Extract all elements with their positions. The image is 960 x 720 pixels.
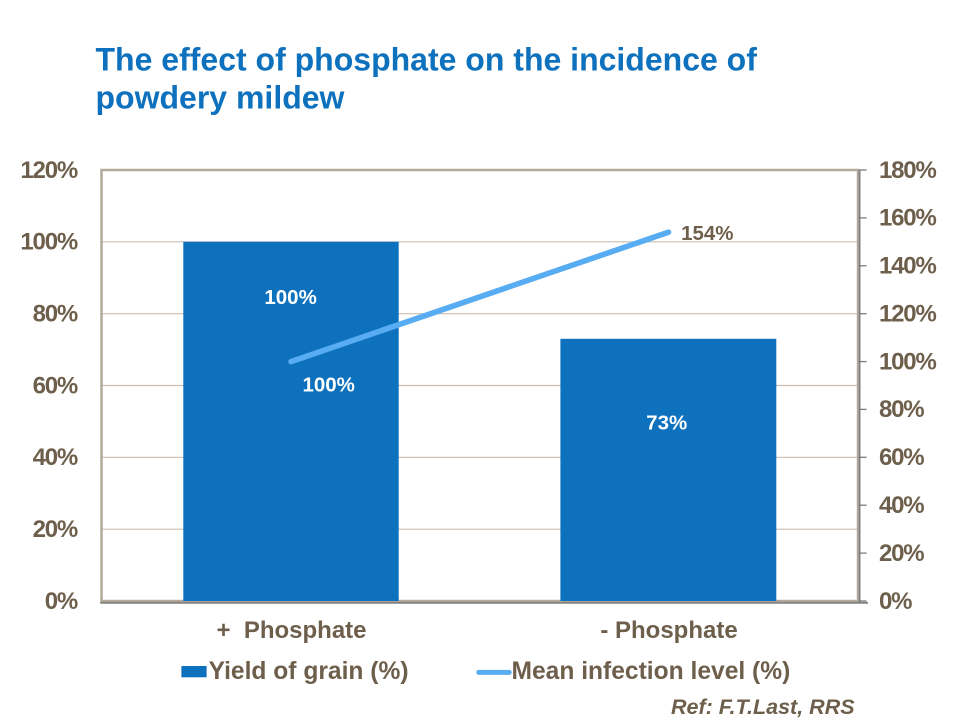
svg-text:180%: 180% — [879, 157, 936, 184]
svg-text:80%: 80% — [33, 301, 78, 328]
svg-text:73%: 73% — [646, 412, 687, 435]
svg-text:Yield of grain (%): Yield of grain (%) — [209, 658, 409, 685]
svg-text:80%: 80% — [879, 396, 924, 423]
svg-text:Mean infection level (%): Mean infection level (%) — [512, 658, 791, 685]
svg-text:20%: 20% — [879, 540, 924, 567]
svg-text:40%: 40% — [879, 492, 924, 519]
svg-text:Ref: F.T.Last, RRS: Ref: F.T.Last, RRS — [671, 695, 855, 719]
svg-text:40%: 40% — [33, 444, 78, 471]
svg-text:154%: 154% — [681, 222, 733, 245]
svg-text:160%: 160% — [879, 205, 936, 232]
svg-text:- Phosphate: - Phosphate — [600, 617, 737, 644]
svg-text:140%: 140% — [879, 253, 936, 280]
svg-text:100%: 100% — [20, 229, 77, 256]
svg-text:120%: 120% — [20, 157, 77, 184]
svg-text:0%: 0% — [879, 588, 912, 615]
svg-text:20%: 20% — [33, 516, 78, 543]
svg-text:120%: 120% — [879, 301, 936, 328]
svg-text:100%: 100% — [879, 348, 936, 375]
svg-text:60%: 60% — [879, 444, 924, 471]
svg-text:60%: 60% — [33, 372, 78, 399]
svg-text:100%: 100% — [302, 374, 354, 397]
svg-text:0%: 0% — [45, 588, 78, 615]
svg-text:powdery mildew: powdery mildew — [96, 79, 345, 115]
svg-text:100%: 100% — [264, 286, 316, 309]
svg-text:The effect of phosphate on the: The effect of phosphate on the incidence… — [96, 42, 758, 78]
svg-text:+ Phosphate: + Phosphate — [216, 617, 366, 644]
